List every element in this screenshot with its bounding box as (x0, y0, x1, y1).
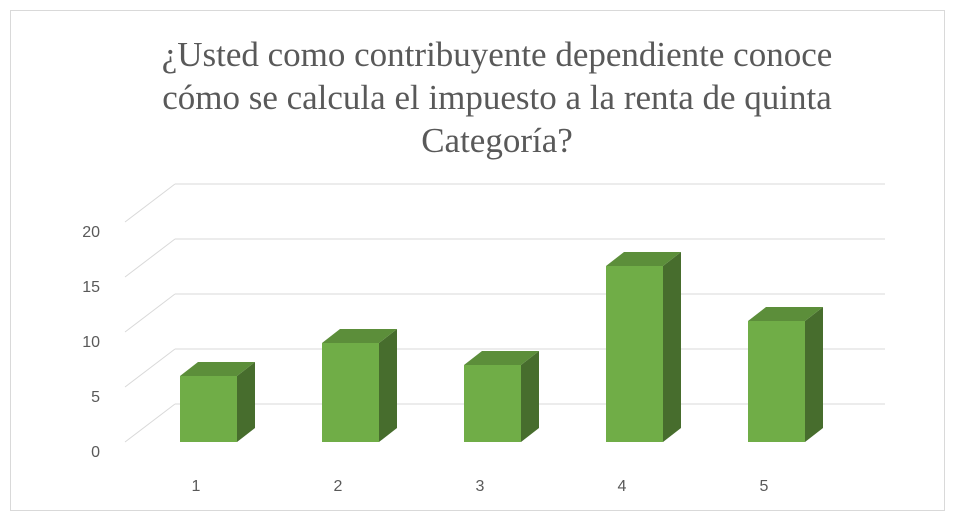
chart-title: Categoría? (421, 121, 573, 160)
bar-top (322, 329, 397, 343)
bar (322, 343, 379, 442)
bar-side (663, 252, 681, 442)
bar-top (464, 351, 539, 365)
chart-title: cómo se calcula el impuesto a la renta d… (162, 78, 832, 117)
y-tick-label: 10 (82, 334, 100, 351)
grid-line (124, 293, 176, 333)
grid-line (124, 238, 176, 278)
grid-line (124, 183, 176, 223)
x-tick-label: 1 (192, 478, 201, 495)
chart-title: ¿Usted como contribuyente dependiente co… (162, 35, 833, 74)
x-tick-label: 2 (334, 478, 343, 495)
bar-top (180, 362, 255, 376)
x-tick-label: 3 (476, 478, 485, 495)
bar-top (748, 307, 823, 321)
grid-line (124, 348, 176, 388)
bar (180, 376, 237, 442)
y-tick-label: 5 (91, 389, 100, 406)
y-tick-label: 15 (82, 279, 100, 296)
x-tick-label: 4 (618, 478, 627, 495)
bar-side (379, 329, 397, 442)
bar-side (237, 362, 255, 442)
bar-top (606, 252, 681, 266)
grid-line (124, 403, 176, 443)
y-tick-label: 0 (91, 444, 100, 461)
bar-side (521, 351, 539, 442)
bar (464, 365, 521, 442)
y-tick-label: 20 (82, 224, 100, 241)
bar (748, 321, 805, 442)
x-tick-label: 5 (760, 478, 769, 495)
bar (606, 266, 663, 442)
bar-side (805, 307, 823, 442)
